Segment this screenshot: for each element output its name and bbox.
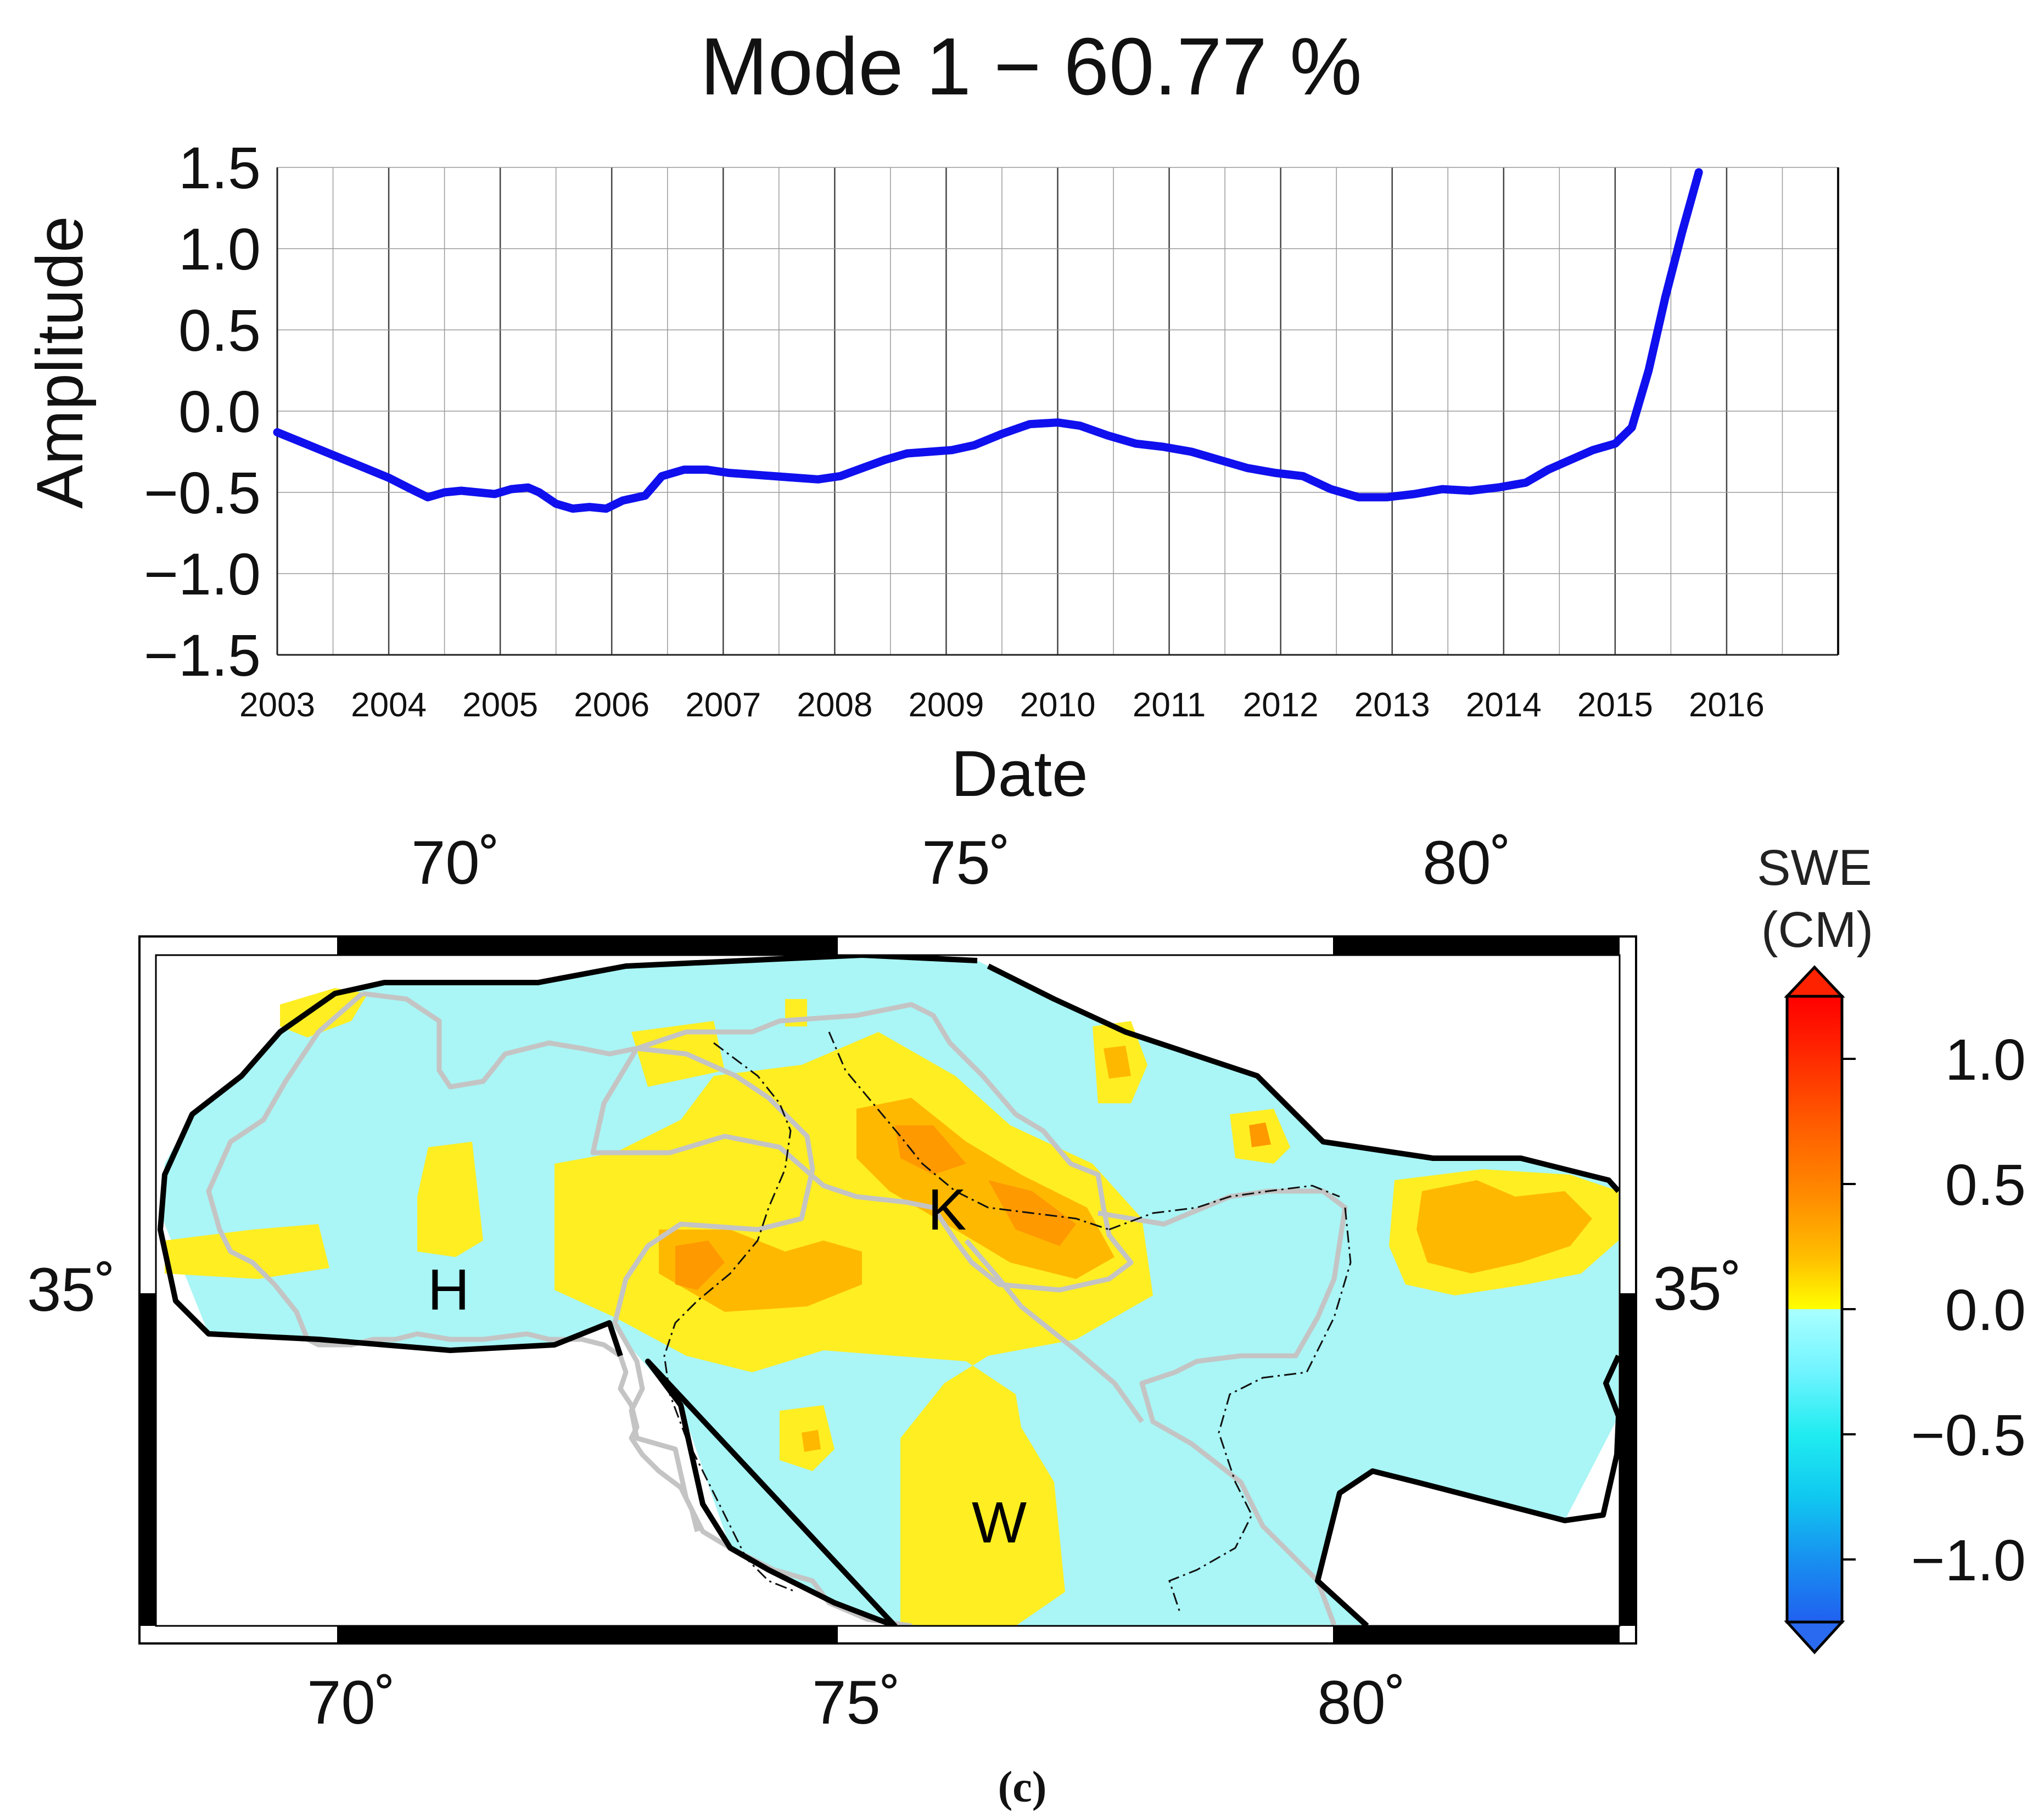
disputed-borders <box>663 1031 1352 1614</box>
series-layer <box>273 168 1703 513</box>
y-tick-label: 0.0 <box>178 378 261 445</box>
colorbar-units: (CM) <box>1761 902 1873 958</box>
y-tick-label: 1.0 <box>178 216 261 282</box>
region-label-w: W <box>972 1490 1027 1555</box>
region-label-h: H <box>428 1258 470 1322</box>
colorbar-tick-label: −1.0 <box>1911 1528 2026 1593</box>
region-label-k: K <box>928 1177 967 1242</box>
lon-labels-bottom: 70˚ 75˚ 80˚ <box>307 1668 1406 1737</box>
x-axis-label: Date <box>951 738 1088 810</box>
x-tick-label: 2015 <box>1577 686 1653 724</box>
chart-title: Mode 1 − 60.77 % <box>700 21 1362 112</box>
y-tick-label: 1.5 <box>178 134 261 201</box>
swe-map: H K W 70˚ 75˚ 80˚ 70˚ 75˚ 80˚ 3 <box>27 828 2026 1737</box>
y-tick-label: 0.5 <box>178 297 261 363</box>
x-tick-label: 2006 <box>574 686 649 724</box>
lon-tick-label: 75˚ <box>922 828 1011 897</box>
x-tick-label: 2009 <box>908 686 984 724</box>
y-tick-label: −1.0 <box>144 541 261 607</box>
figure-caption: (c) <box>998 1763 1047 1811</box>
colorbar: SWE (CM) 1.0 0.5 0.0 −0.5 −1.0 <box>1757 840 2026 1654</box>
series-line <box>273 168 1703 513</box>
colorbar-title: SWE <box>1757 840 1872 896</box>
lon-tick-label: 70˚ <box>411 828 500 897</box>
x-tick-label: 2011 <box>1133 686 1206 724</box>
time-series-chart: Mode 1 − 60.77 % Amplitude Date 1.5 1.0 0.… <box>23 21 1839 810</box>
lon-labels-top: 70˚ 75˚ 80˚ <box>411 828 1511 897</box>
lon-tick-label: 80˚ <box>1317 1668 1406 1737</box>
x-tick-label: 2016 <box>1689 686 1765 724</box>
x-tick-label: 2013 <box>1354 686 1430 724</box>
x-tick-label: 2010 <box>1020 686 1096 724</box>
colorbar-tick-label: −0.5 <box>1911 1403 2026 1468</box>
x-tick-label: 2004 <box>351 686 427 724</box>
lon-tick-label: 70˚ <box>307 1668 396 1737</box>
colorbar-tick-label: 1.0 <box>1945 1028 2026 1092</box>
positive-anomaly-patches <box>165 988 1619 1626</box>
lat-tick-label-right: 35˚ <box>1653 1254 1742 1323</box>
y-tick-label: −0.5 <box>144 459 261 526</box>
colorbar-tick-label: 0.5 <box>1945 1153 2026 1217</box>
colorbar-max-arrow <box>1784 965 1845 998</box>
x-tick-label: 2007 <box>685 686 761 724</box>
y-axis-label: Amplitude <box>23 216 97 509</box>
lon-tick-label: 75˚ <box>812 1668 901 1737</box>
colorbar-tick-label: 0.0 <box>1945 1278 2026 1343</box>
lon-tick-label: 80˚ <box>1423 828 1511 897</box>
colorbar-gradient <box>1785 995 1844 1624</box>
lat-tick-label-left: 35˚ <box>27 1255 116 1324</box>
colorbar-min-arrow <box>1784 1620 1845 1654</box>
x-tick-label: 2008 <box>797 686 872 724</box>
x-tick-label: 2003 <box>239 686 315 724</box>
map-frame <box>138 935 1637 1645</box>
x-tick-label: 2012 <box>1243 686 1319 724</box>
colorbar-ticks: 1.0 0.5 0.0 −0.5 −1.0 <box>1842 1028 2026 1593</box>
x-tick-label: 2014 <box>1466 686 1542 724</box>
swe-field: H K W <box>158 955 1620 1626</box>
region-outline <box>158 955 1620 1626</box>
plot-grid <box>276 167 1839 656</box>
x-tick-label: 2005 <box>462 686 538 724</box>
y-tick-label: −1.5 <box>144 622 261 688</box>
